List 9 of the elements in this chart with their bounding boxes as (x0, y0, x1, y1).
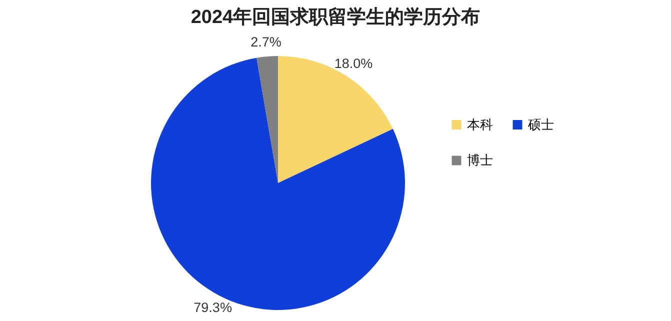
legend-label: 博士 (467, 152, 493, 168)
data-label: 2.7% (250, 34, 282, 50)
data-label: 79.3% (194, 300, 232, 316)
pie-slice (278, 56, 393, 183)
pie-slice (256, 56, 278, 183)
data-label: 18.0% (334, 56, 373, 71)
legend-label: 硕士 (527, 116, 554, 132)
legend-label: 本科 (467, 116, 493, 132)
chart-title: 2024年回国求职留学生的学历分布 (190, 6, 480, 28)
